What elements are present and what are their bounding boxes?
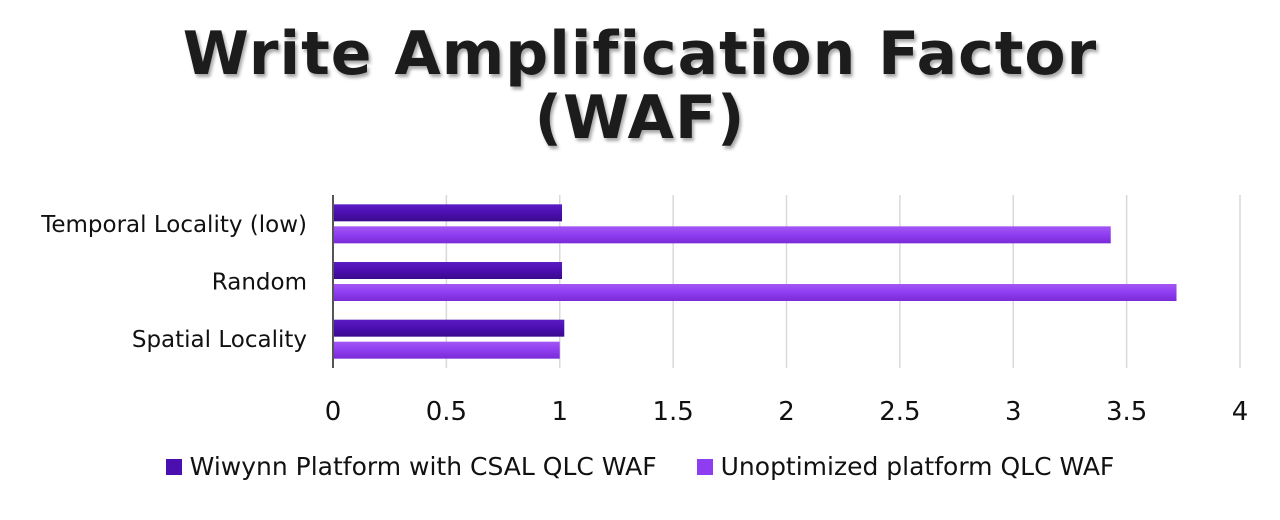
- x-tick-label: 1: [551, 397, 568, 427]
- bar-series-1: [334, 319, 565, 337]
- legend-item-series-1: Wiwynn Platform with CSAL QLC WAF: [165, 452, 657, 481]
- x-tick-label: 0.5: [426, 397, 467, 427]
- bar-series-2: [334, 341, 560, 359]
- legend-label-series-1: Wiwynn Platform with CSAL QLC WAF: [189, 452, 657, 481]
- bars: [334, 204, 1177, 359]
- legend-label-series-2: Unoptimized platform QLC WAF: [720, 452, 1115, 481]
- chart-title-line-1: Write Amplification Factor: [182, 19, 1098, 89]
- x-tick-label: 4: [1232, 397, 1249, 427]
- legend-item-series-2: Unoptimized platform QLC WAF: [696, 452, 1115, 481]
- x-tick-label: 2: [778, 397, 795, 427]
- category-labels: Temporal Locality (low) Random Spatial Loc…: [40, 212, 307, 353]
- grid-lines: [445, 195, 1241, 368]
- category-label: Random: [212, 270, 307, 296]
- x-tick-label: 2.5: [879, 397, 920, 427]
- category-label: Spatial Locality: [132, 327, 307, 353]
- bar-series-2: [334, 284, 1177, 301]
- chart-title: Write Amplification Factor (WAF): [0, 22, 1280, 150]
- x-axis-ticks: 0 0.5 1 1.5 2 2.5 3 3.5 4: [325, 397, 1249, 427]
- bar-series-2: [334, 226, 1111, 244]
- bar-series-1: [334, 262, 563, 279]
- legend: Wiwynn Platform with CSAL QLC WAF Unopti…: [0, 452, 1280, 481]
- category-label: Temporal Locality (low): [40, 212, 307, 238]
- x-tick-label: 3: [1005, 397, 1022, 427]
- legend-swatch-series-1: [165, 458, 182, 475]
- x-tick-label: 1.5: [652, 397, 693, 427]
- x-tick-label: 0: [325, 397, 342, 427]
- chart-title-line-2: (WAF): [534, 83, 746, 153]
- bar-series-1: [334, 204, 563, 222]
- x-tick-label: 3.5: [1106, 397, 1147, 427]
- legend-swatch-series-2: [696, 458, 713, 475]
